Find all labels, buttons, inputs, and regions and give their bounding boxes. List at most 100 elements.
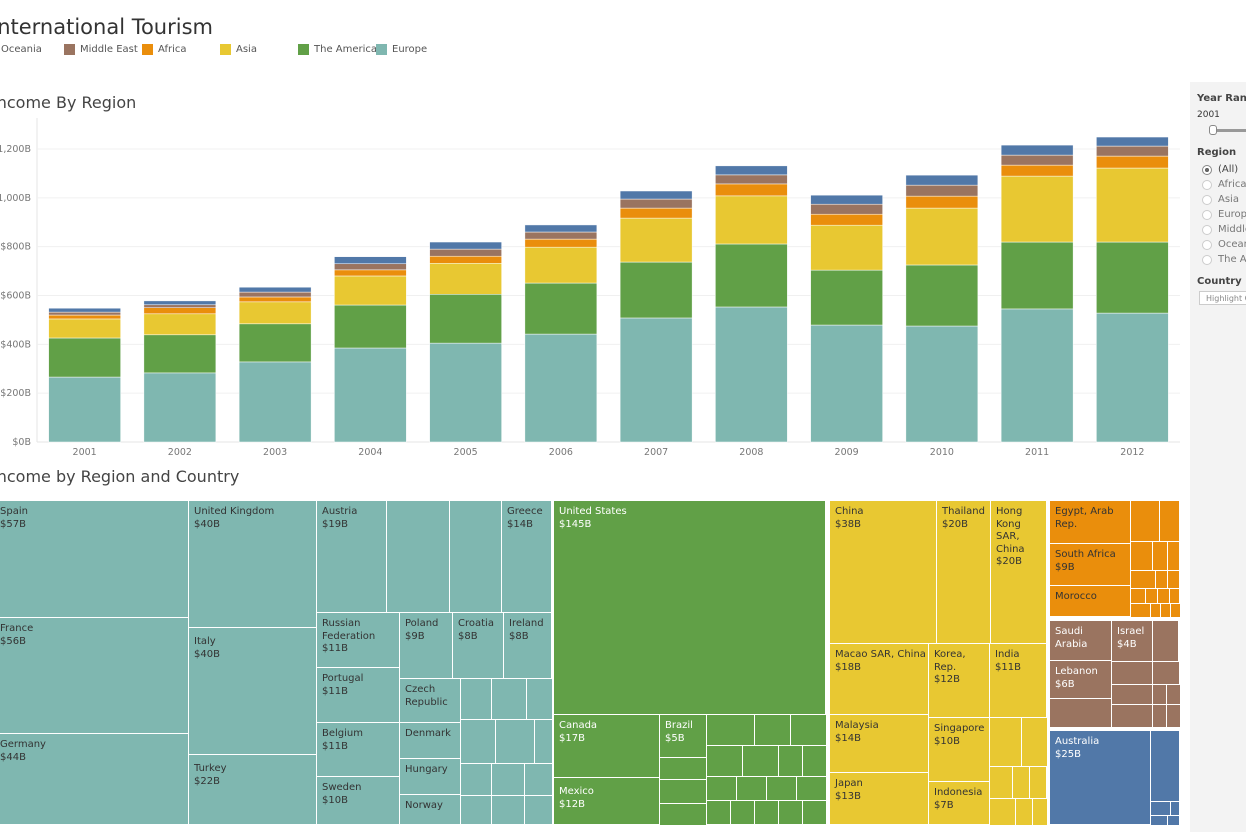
- bar-segment-middle-east[interactable]: [715, 174, 788, 185]
- treemap-cell[interactable]: [1152, 541, 1168, 571]
- bar-segment-middle-east[interactable]: [1000, 154, 1074, 166]
- bar-segment-the-americas[interactable]: [429, 294, 502, 344]
- treemap-cell[interactable]: [1159, 500, 1180, 542]
- bar-segment-middle-east[interactable]: [1096, 145, 1169, 157]
- bar-segment-oceania[interactable]: [143, 300, 217, 306]
- treemap-cell[interactable]: [1111, 704, 1153, 728]
- bar-segment-middle-east[interactable]: [619, 198, 693, 209]
- region-option-europe[interactable]: Europe: [1202, 209, 1246, 220]
- bar-segment-europe[interactable]: [524, 333, 598, 443]
- treemap-cell[interactable]: [1167, 815, 1180, 826]
- treemap-cell[interactable]: [742, 745, 779, 777]
- bar-segment-asia[interactable]: [715, 195, 788, 245]
- treemap-cell-australia[interactable]: Australia $25B: [1049, 730, 1151, 825]
- treemap-cell[interactable]: [659, 803, 708, 826]
- treemap-cell[interactable]: [754, 800, 779, 825]
- treemap-cell[interactable]: [1130, 588, 1146, 604]
- treemap-cell[interactable]: [1150, 801, 1171, 816]
- treemap-cell-uk[interactable]: United Kingdom $40B: [188, 500, 317, 628]
- treemap-cell[interactable]: [730, 800, 755, 825]
- treemap-cell[interactable]: [754, 714, 791, 746]
- treemap-cell[interactable]: [1152, 704, 1167, 728]
- bar-segment-africa[interactable]: [810, 213, 883, 226]
- bar-segment-middle-east[interactable]: [143, 304, 217, 308]
- bar-segment-oceania[interactable]: [905, 174, 979, 186]
- bar-segment-the-americas[interactable]: [334, 304, 407, 349]
- bar-segment-oceania[interactable]: [619, 190, 693, 200]
- treemap-cell[interactable]: [1015, 798, 1033, 826]
- treemap-cell-sweden[interactable]: Sweden $10B: [316, 776, 400, 825]
- bar-segment-the-americas[interactable]: [905, 264, 979, 327]
- bar-segment-africa[interactable]: [48, 314, 121, 320]
- treemap-cell[interactable]: [1049, 698, 1112, 728]
- bar-segment-europe[interactable]: [238, 361, 312, 443]
- bar-segment-oceania[interactable]: [48, 307, 121, 313]
- bar-segment-europe[interactable]: [1096, 312, 1169, 443]
- treemap-cell[interactable]: [460, 719, 496, 764]
- bar-segment-the-americas[interactable]: [524, 282, 598, 335]
- treemap-cell[interactable]: [989, 766, 1013, 799]
- treemap-cell-china[interactable]: China $38B: [829, 500, 937, 644]
- treemap-cell[interactable]: [1166, 704, 1181, 728]
- treemap-cell[interactable]: [989, 798, 1016, 826]
- bar-segment-asia[interactable]: [810, 224, 883, 271]
- treemap-cell-indonesia[interactable]: Indonesia $7B: [928, 781, 990, 825]
- bar-segment-africa[interactable]: [715, 183, 788, 197]
- treemap-cell-spain[interactable]: Spain $57B: [0, 500, 189, 618]
- treemap-cell-israel[interactable]: Israel $4B: [1111, 620, 1153, 662]
- bar-segment-europe[interactable]: [905, 325, 979, 443]
- treemap-cell[interactable]: [491, 678, 527, 720]
- treemap-cell[interactable]: [1032, 798, 1048, 826]
- bar-segment-oceania[interactable]: [334, 256, 407, 265]
- country-highlight-input[interactable]: Highlight Country: [1199, 291, 1246, 305]
- treemap-cell[interactable]: [1150, 815, 1168, 826]
- treemap-cell[interactable]: [1021, 717, 1048, 767]
- bar-segment-asia[interactable]: [905, 207, 979, 266]
- bar-segment-the-americas[interactable]: [238, 323, 312, 363]
- treemap-cell[interactable]: [790, 714, 827, 746]
- legend-item-asia[interactable]: Asia: [220, 44, 257, 55]
- treemap-cell[interactable]: [1152, 620, 1179, 662]
- treemap-cell[interactable]: [1111, 661, 1153, 685]
- treemap-cell[interactable]: [460, 763, 492, 796]
- bar-segment-africa[interactable]: [619, 207, 693, 219]
- bar-segment-europe[interactable]: [143, 372, 217, 443]
- bar-segment-africa[interactable]: [1096, 155, 1169, 169]
- treemap-cell[interactable]: [802, 745, 827, 777]
- treemap-cell-portugal[interactable]: Portugal $11B: [316, 667, 400, 723]
- treemap-cell[interactable]: [1130, 541, 1153, 571]
- treemap-cell[interactable]: [1029, 766, 1047, 799]
- legend-item-africa[interactable]: Africa: [142, 44, 187, 55]
- treemap-cell[interactable]: [659, 757, 708, 780]
- region-option-the-americas[interactable]: The Americas: [1202, 254, 1246, 265]
- treemap-cell[interactable]: [524, 763, 553, 796]
- treemap-cell[interactable]: [766, 776, 797, 801]
- treemap-cell-poland[interactable]: Poland $9B: [399, 612, 453, 679]
- bar-segment-europe[interactable]: [810, 324, 883, 443]
- bar-segment-middle-east[interactable]: [48, 311, 121, 316]
- region-option-middle-east[interactable]: Middle East: [1202, 224, 1246, 235]
- treemap-cell[interactable]: [526, 678, 553, 720]
- bar-segment-africa[interactable]: [1000, 164, 1074, 177]
- bar-segment-oceania[interactable]: [810, 194, 883, 205]
- bar-segment-asia[interactable]: [619, 217, 693, 263]
- bar-segment-middle-east[interactable]: [238, 291, 312, 298]
- treemap-cell[interactable]: [1152, 684, 1167, 705]
- bar-segment-africa[interactable]: [238, 296, 312, 303]
- treemap-cell-brazil[interactable]: Brazil $5B: [659, 714, 707, 758]
- treemap-cell-japan[interactable]: Japan $13B: [829, 772, 929, 825]
- bar-segment-asia[interactable]: [238, 301, 312, 325]
- treemap-cell[interactable]: [706, 745, 743, 777]
- treemap-cell[interactable]: [1150, 730, 1180, 802]
- treemap-cell[interactable]: [460, 795, 492, 825]
- treemap-cell[interactable]: [1012, 766, 1030, 799]
- bar-segment-middle-east[interactable]: [334, 263, 407, 271]
- treemap-cell[interactable]: [1170, 603, 1181, 618]
- treemap-cell[interactable]: [1130, 570, 1156, 589]
- bar-segment-oceania[interactable]: [1000, 144, 1074, 156]
- treemap-cell[interactable]: [736, 776, 767, 801]
- legend-item-the-americas[interactable]: The Americas: [298, 44, 382, 55]
- treemap-cell[interactable]: [386, 500, 450, 613]
- treemap-cell[interactable]: [1170, 801, 1180, 816]
- year-range-slider-track[interactable]: [1212, 129, 1246, 132]
